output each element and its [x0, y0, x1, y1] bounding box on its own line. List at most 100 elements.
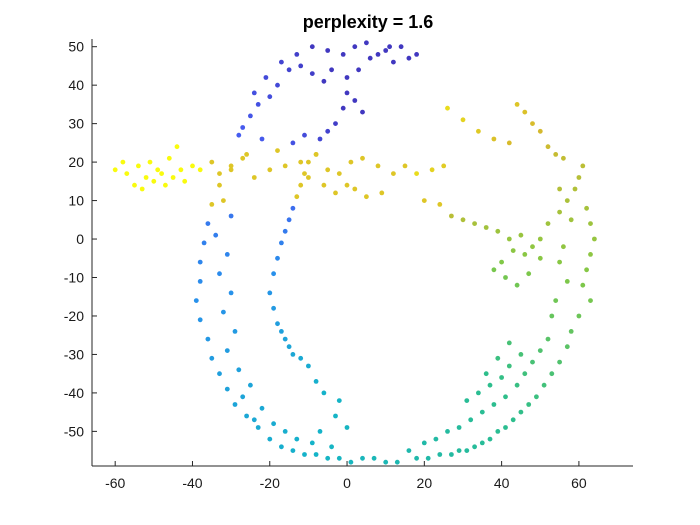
data-point [499, 375, 504, 380]
data-point [441, 163, 447, 169]
data-point [425, 455, 431, 461]
data-point [414, 171, 419, 177]
data-point [279, 444, 284, 450]
data-point [561, 155, 566, 161]
data-point [472, 444, 477, 450]
data-point [309, 71, 315, 76]
data-point [321, 182, 327, 188]
data-point [306, 175, 311, 180]
data-point [228, 163, 234, 169]
points-layer [112, 40, 597, 465]
data-point [282, 336, 288, 342]
x-tick-label: -40 [182, 475, 202, 491]
data-point [340, 52, 346, 57]
data-point [360, 155, 365, 161]
data-point [487, 436, 493, 442]
y-tick-label: 0 [76, 231, 84, 247]
data-point [302, 452, 307, 457]
data-point [232, 402, 238, 407]
data-point [251, 90, 257, 96]
y-tick-label: -30 [64, 346, 84, 362]
data-point [298, 63, 304, 69]
data-point [197, 317, 203, 323]
data-point [472, 221, 477, 227]
data-point [255, 425, 261, 430]
data-point [557, 259, 562, 265]
data-point [545, 336, 551, 342]
data-point [549, 313, 555, 319]
data-point [298, 355, 304, 361]
data-point [557, 186, 562, 192]
data-point [541, 382, 547, 388]
data-point [526, 402, 532, 407]
data-point [456, 448, 462, 453]
data-point [391, 59, 396, 65]
data-point [259, 136, 265, 142]
data-point [244, 152, 250, 157]
data-point [348, 459, 354, 465]
data-point [224, 252, 230, 257]
data-point [468, 417, 474, 423]
data-point [248, 113, 253, 119]
data-point [221, 309, 226, 315]
data-point [406, 55, 412, 61]
data-point [356, 67, 361, 73]
x-tick-label: 20 [417, 475, 433, 491]
data-point [503, 425, 508, 430]
data-point [537, 128, 543, 134]
data-point [205, 221, 211, 227]
data-point [514, 282, 520, 288]
data-point [479, 409, 485, 415]
data-point [197, 259, 203, 265]
data-point [205, 336, 211, 342]
data-point [309, 44, 315, 50]
data-point [514, 102, 520, 107]
data-point [294, 52, 300, 57]
data-point [240, 394, 246, 400]
data-point [530, 244, 535, 250]
data-point [445, 105, 450, 111]
data-point [545, 221, 551, 227]
data-point [506, 363, 512, 369]
data-point [263, 75, 269, 80]
data-point [557, 209, 562, 215]
data-point [510, 248, 516, 254]
data-point [313, 379, 319, 384]
data-point [580, 282, 586, 288]
data-point [449, 213, 454, 219]
data-point [124, 171, 130, 177]
data-point [537, 255, 543, 261]
data-point [518, 409, 524, 415]
data-point [383, 48, 389, 53]
data-point [228, 213, 234, 219]
data-point [483, 371, 489, 377]
data-point [197, 167, 203, 173]
data-point [414, 52, 419, 57]
data-point [518, 232, 524, 238]
y-tick-label: -20 [64, 308, 84, 324]
data-point [190, 163, 195, 169]
data-point [483, 225, 489, 230]
data-point [375, 163, 381, 169]
data-point [275, 82, 280, 88]
data-point [136, 163, 141, 169]
data-point [367, 55, 373, 61]
data-point [352, 186, 358, 192]
data-point [333, 121, 338, 126]
data-point [197, 279, 203, 284]
data-point [282, 228, 288, 234]
data-point [456, 425, 462, 430]
data-point [568, 329, 574, 334]
data-point [193, 298, 199, 303]
data-point [510, 417, 516, 423]
data-point [290, 140, 296, 146]
data-point [271, 421, 276, 427]
data-point [236, 132, 242, 138]
y-tick-label: 50 [68, 39, 84, 55]
data-point [564, 344, 570, 350]
data-point [522, 371, 528, 377]
data-point [360, 109, 365, 115]
data-point [437, 202, 443, 207]
data-point [325, 455, 331, 461]
data-point [464, 398, 470, 403]
